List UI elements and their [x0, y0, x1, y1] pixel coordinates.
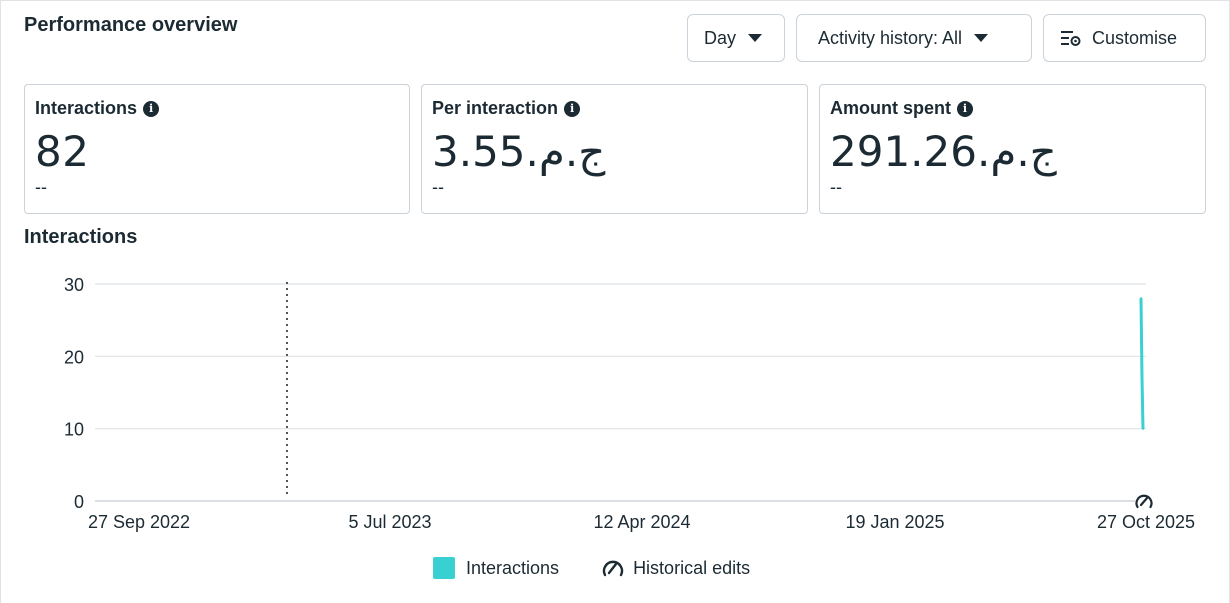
- data-point: [1141, 427, 1145, 430]
- activity-history-dropdown[interactable]: Activity history: All: [796, 14, 1032, 62]
- x-tick-label: 27 Sep 2022: [88, 512, 190, 532]
- customise-label: Customise: [1092, 27, 1178, 48]
- y-tick-label: 30: [64, 275, 84, 295]
- card-value: 3.55.ج.م: [432, 127, 606, 176]
- series-line-interactions: [1139, 298, 1145, 429]
- y-tick-label: 0: [74, 492, 84, 512]
- metric-card-interactions: Interactions i 82 --: [24, 84, 410, 214]
- info-icon[interactable]: i: [957, 100, 973, 117]
- metric-card-per-interaction: Per interaction i 3.55.ج.م --: [421, 84, 808, 214]
- card-value: 291.26.ج.م: [830, 127, 1057, 176]
- card-delta: --: [830, 177, 842, 197]
- card-delta: --: [432, 177, 444, 197]
- day-dropdown-label: Day: [704, 27, 737, 48]
- historical-edit-marker-icon[interactable]: [1135, 493, 1153, 511]
- page-title: Performance overview: [24, 14, 238, 36]
- data-point: [1139, 297, 1143, 300]
- historical-edits-icon: [602, 560, 624, 577]
- x-tick-label: 19 Jan 2025: [845, 512, 944, 532]
- activity-history-label: Activity history: All: [818, 27, 963, 48]
- x-tick-label: 27 Oct 2025: [1097, 512, 1195, 532]
- x-tick-label: 5 Jul 2023: [348, 512, 431, 532]
- chart-title: Interactions: [24, 226, 138, 248]
- caret-down-icon: [974, 34, 989, 42]
- info-icon[interactable]: i: [564, 100, 581, 117]
- chart-legend: Interactions Historical edits: [433, 557, 750, 579]
- interactions-chart: 0 10 20 30 27 Sep 2022 5 Jul 2023 12 Apr 2024 1…: [64, 275, 1195, 532]
- customise-button[interactable]: Customise: [1043, 14, 1206, 62]
- data-point: [1140, 376, 1144, 380]
- y-tick-label: 10: [64, 420, 84, 440]
- legend-swatch-interactions[interactable]: [433, 557, 455, 579]
- customise-icon: [1061, 31, 1081, 46]
- card-label: Amount spent: [830, 98, 951, 118]
- day-dropdown[interactable]: Day: [687, 14, 785, 62]
- card-value: 82: [35, 127, 90, 176]
- x-tick-label: 12 Apr 2024: [593, 512, 690, 532]
- caret-down-icon: [748, 34, 763, 42]
- y-tick-label: 20: [64, 347, 84, 367]
- card-label: Per interaction: [432, 98, 559, 118]
- metric-card-amount-spent: Amount spent i 291.26.ج.م --: [819, 84, 1206, 214]
- card-label: Interactions: [35, 98, 138, 118]
- card-delta: --: [35, 177, 47, 197]
- legend-label-historical-edits[interactable]: Historical edits: [633, 557, 751, 578]
- legend-label-interactions[interactable]: Interactions: [466, 557, 560, 578]
- info-icon[interactable]: i: [143, 100, 160, 117]
